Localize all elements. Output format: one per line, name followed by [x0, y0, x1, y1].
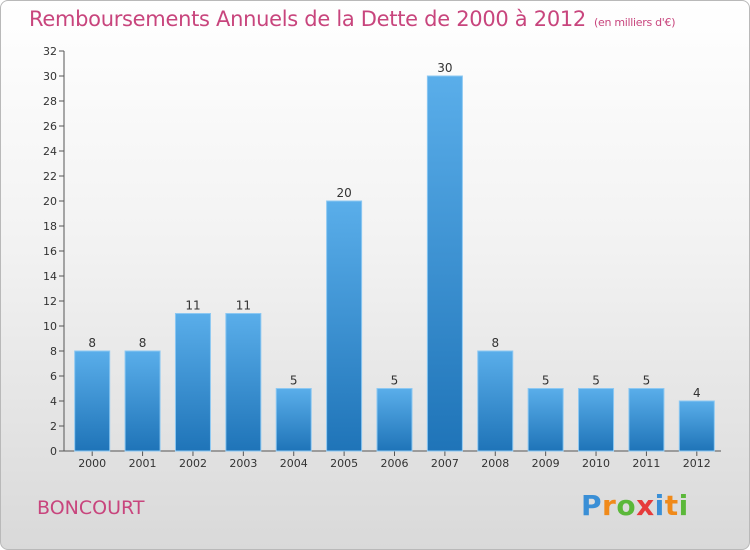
- bar: [124, 350, 161, 452]
- x-tick-label: 2008: [481, 457, 509, 470]
- x-tick-label: 2011: [632, 457, 660, 470]
- y-tick-label: 26: [43, 120, 57, 133]
- chart-title: Remboursements Annuels de la Dette de 20…: [29, 7, 675, 31]
- logo-letter: P: [581, 489, 603, 522]
- bar-value-label: 5: [290, 374, 298, 388]
- bar-value-label: 11: [236, 299, 251, 313]
- bar-value-label: 30: [437, 61, 452, 75]
- bar-value-label: 5: [592, 374, 600, 388]
- y-tick-label: 6: [50, 370, 57, 383]
- x-tick-label: 2003: [229, 457, 257, 470]
- x-tick-label: 2000: [78, 457, 106, 470]
- y-tick-label: 20: [43, 195, 57, 208]
- bar-value-label: 20: [336, 186, 351, 200]
- y-tick-label: 16: [43, 245, 57, 258]
- y-tick-label: 10: [43, 320, 57, 333]
- y-tick-label: 18: [43, 220, 57, 233]
- y-tick-label: 8: [50, 345, 57, 358]
- bar: [74, 350, 111, 452]
- bar-value-label: 8: [139, 336, 147, 350]
- x-tick-label: 2012: [683, 457, 711, 470]
- bar: [326, 200, 363, 452]
- commune-name: BONCOURT: [37, 497, 145, 519]
- y-tick-label: 4: [50, 395, 57, 408]
- logo-letter: i: [678, 489, 689, 522]
- x-tick-label: 2001: [129, 457, 157, 470]
- y-tick-label: 32: [43, 45, 57, 58]
- bar: [225, 313, 262, 452]
- bar: [628, 388, 665, 452]
- x-tick-label: 2007: [431, 457, 459, 470]
- x-tick-label: 2005: [330, 457, 358, 470]
- y-tick-label: 30: [43, 70, 57, 83]
- y-tick-label: 14: [43, 270, 57, 283]
- bar: [174, 313, 211, 452]
- x-tick-label: 2002: [179, 457, 207, 470]
- y-tick-label: 0: [50, 445, 57, 458]
- y-tick-label: 12: [43, 295, 57, 308]
- y-tick-label: 2: [50, 420, 57, 433]
- x-tick-label: 2009: [532, 457, 560, 470]
- x-tick-label: 2010: [582, 457, 610, 470]
- bar: [578, 388, 615, 452]
- bar-value-label: 5: [542, 374, 550, 388]
- bar: [376, 388, 413, 452]
- logo-letter: r: [602, 489, 617, 522]
- x-tick-label: 2004: [280, 457, 308, 470]
- logo-letter: x: [636, 489, 655, 522]
- chart-unit: (en milliers d'€): [594, 16, 676, 29]
- y-tick-label: 22: [43, 170, 57, 183]
- bar-value-label: 11: [185, 299, 200, 313]
- y-tick-label: 28: [43, 95, 57, 108]
- bar: [275, 388, 312, 452]
- chart-title-text: Remboursements Annuels de la Dette de 20…: [29, 7, 586, 31]
- logo-letter: i: [654, 489, 665, 522]
- logo-letter: t: [664, 489, 679, 522]
- bar-value-label: 5: [643, 374, 651, 388]
- bar-value-label: 8: [88, 336, 96, 350]
- y-tick-label: 24: [43, 145, 57, 158]
- bar: [477, 350, 514, 452]
- bar-value-label: 5: [391, 374, 399, 388]
- bar-value-label: 8: [491, 336, 499, 350]
- bar: [678, 400, 715, 452]
- logo-letter: o: [616, 489, 637, 522]
- bar: [426, 75, 463, 452]
- bar: [527, 388, 564, 452]
- bar-value-label: 4: [693, 386, 701, 400]
- x-tick-label: 2006: [381, 457, 409, 470]
- proxiti-logo: Proxiti: [581, 489, 689, 522]
